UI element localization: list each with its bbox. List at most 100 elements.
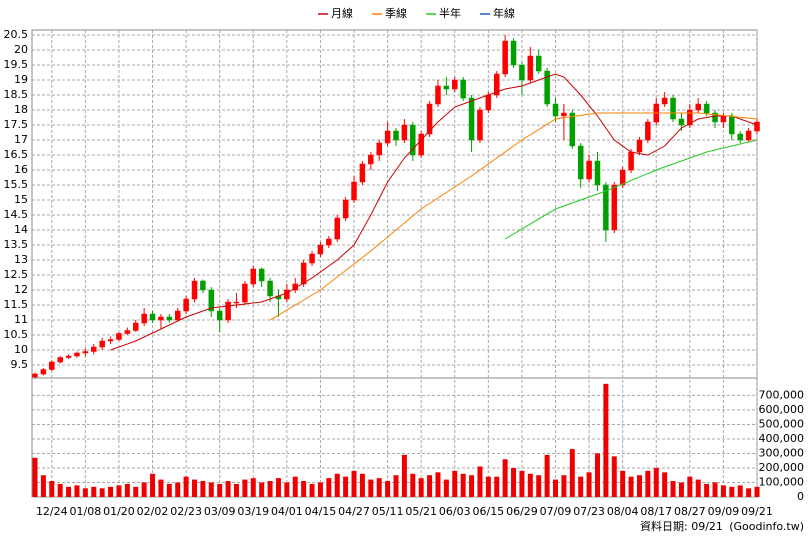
legend-label: 季線 [385, 6, 407, 20]
y-tick-label: 13.5 [4, 238, 29, 251]
volume-bar [746, 488, 752, 497]
y-tick-label: 15 [14, 193, 28, 206]
candle-body [485, 94, 492, 111]
volume-bar [603, 383, 609, 497]
x-tick-label: 03/19 [237, 505, 269, 518]
candle-body [401, 124, 408, 141]
volume-bar [653, 467, 659, 497]
volume-bar [662, 472, 668, 497]
candle-body [200, 280, 206, 291]
volume-bar [259, 482, 265, 497]
y-tick-label: 9.5 [11, 358, 29, 371]
volume-bar [284, 482, 290, 497]
candle-body [611, 184, 618, 231]
candle-body [502, 40, 508, 75]
candle-body [645, 121, 651, 141]
y-tick-label: 12 [14, 283, 28, 296]
candle-body [32, 373, 38, 378]
y-tick-label: 17 [14, 133, 28, 146]
volume-bar [712, 482, 718, 497]
volume-bar [108, 486, 114, 497]
y-tick-label: 10.5 [4, 328, 29, 341]
candle-body [460, 79, 466, 99]
candle-body [678, 118, 685, 126]
candle-body [267, 280, 273, 297]
x-tick-label: 08/04 [607, 505, 639, 518]
volume-bar [435, 472, 441, 497]
candle-body [49, 361, 55, 370]
candle-body [124, 330, 131, 334]
candle-body [468, 97, 475, 141]
x-tick-label: 01/20 [103, 505, 135, 518]
y2-tick-label: 500,000 [759, 417, 805, 430]
candle-body [603, 184, 609, 231]
candle-body [737, 133, 743, 141]
volume-bar [678, 482, 684, 497]
volume-bar [452, 470, 458, 497]
candle-body [729, 115, 735, 135]
volume-bar [309, 483, 315, 497]
candle-body [57, 357, 63, 363]
candle-body [384, 130, 391, 144]
volume-bar [443, 479, 449, 497]
ma-line [269, 112, 758, 321]
candle-body [527, 55, 534, 81]
legend-label: 半年 [439, 6, 461, 20]
candle-body [443, 85, 450, 90]
volume-bar [317, 482, 323, 497]
candle-body [258, 268, 265, 282]
volume-bar [418, 478, 424, 497]
candle-body [712, 112, 718, 123]
candle-body [586, 160, 592, 180]
volume-bar [645, 470, 651, 497]
volume-bar [183, 476, 189, 497]
volume-bar [502, 459, 508, 497]
volume-bar [158, 479, 164, 497]
volume-bar [217, 483, 223, 497]
candle-body [82, 351, 89, 354]
y-tick-label: 14 [14, 223, 28, 236]
candle-body [703, 103, 710, 114]
x-tick-label: 06/29 [506, 505, 538, 518]
volume-bar [670, 481, 676, 497]
volume-bar [427, 475, 433, 497]
x-tick-label: 06/15 [472, 505, 504, 518]
volume-bar [208, 482, 214, 497]
candle-body [158, 316, 164, 321]
y-tick-label: 20 [14, 43, 28, 56]
x-tick-label: 04/15 [305, 505, 337, 518]
candle-body [519, 64, 525, 81]
candle-body [116, 333, 122, 340]
x-tick-label: 01/08 [70, 505, 102, 518]
candle-body [166, 316, 173, 321]
ma-line [110, 73, 758, 351]
volume-bar [695, 479, 701, 497]
candle-body [326, 238, 332, 246]
volume-bar [124, 483, 130, 497]
volume-bar [133, 486, 139, 497]
volume-bar [628, 476, 634, 497]
volume-bar [166, 483, 172, 497]
candle-body [628, 151, 634, 171]
candle-body [477, 109, 483, 141]
candle-body [720, 115, 727, 123]
volume-bar [611, 456, 617, 497]
plot-frame [31, 29, 758, 498]
y-tick-label: 16 [14, 163, 28, 176]
volume-bar [376, 478, 382, 497]
volume-bar [57, 483, 63, 497]
candle-body [141, 313, 147, 324]
y-tick-label: 11 [14, 313, 28, 326]
y2-tick-label: 300,000 [759, 446, 805, 459]
volume-bar [233, 483, 239, 497]
volume-bar [359, 473, 365, 497]
candle-body [65, 355, 72, 358]
source: (Goodinfo.tw) [729, 520, 804, 533]
volume-bar [292, 476, 298, 497]
candle-body [99, 340, 105, 348]
candle-body [619, 169, 626, 186]
x-tick-label: 09/09 [708, 505, 740, 518]
x-tick-label: 04/27 [338, 505, 370, 518]
y-tick-label: 15.5 [4, 178, 29, 191]
